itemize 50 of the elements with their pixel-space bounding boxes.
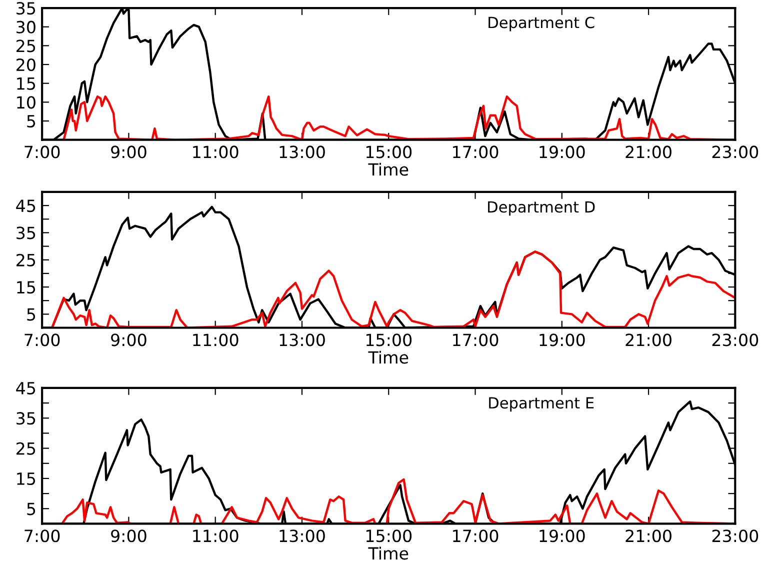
x-tick-label: 11:00 [193, 334, 238, 346]
y-tick-label: 25 [16, 40, 36, 52]
y-tick-label: 5 [27, 308, 36, 321]
x-tick-label: 23:00 [712, 334, 758, 346]
x-axis-title: Time [368, 546, 408, 560]
x-tick-label: 21:00 [626, 334, 672, 346]
x-tick-label: 17:00 [453, 334, 498, 346]
x-tick-label: 13:00 [280, 334, 325, 346]
x-tick-label: 11:00 [193, 146, 238, 158]
x-tick-label: 13:00 [280, 530, 325, 542]
x-tick-label: 21:00 [626, 530, 672, 542]
y-tick-label: 35 [16, 412, 36, 425]
y-tick-label: 5 [27, 502, 36, 516]
y-tick-label: 5 [27, 115, 36, 128]
text: Department C [488, 16, 594, 32]
y-tick-label: 25 [16, 442, 36, 455]
x-tick-label: 21:00 [626, 146, 672, 158]
x-tick-label: 23:00 [712, 146, 758, 158]
x-axis-title: Time [368, 162, 408, 176]
y-tick-label: 20 [16, 58, 36, 72]
x-tick-label: 19:00 [540, 334, 585, 346]
y-tick-label: 30 [16, 20, 36, 34]
x-tick-label: 7:00 [24, 146, 60, 158]
x-tick-label: 15:00 [366, 334, 412, 346]
text: Department D [488, 201, 595, 216]
x-tick-label: 15:00 [366, 530, 412, 542]
x-tick-label: 11:00 [193, 530, 238, 542]
x-axis-title: Time [368, 350, 408, 364]
x-tick-label: 7:00 [24, 530, 60, 542]
x-tick-label: 7:00 [24, 334, 60, 346]
x-tick-label: 17:00 [453, 146, 498, 158]
y-tick-label: 15 [17, 78, 36, 90]
x-tick-label: 9:00 [111, 146, 146, 158]
y-tick-label: 45 [16, 200, 36, 212]
x-tick-label: 13:00 [280, 146, 325, 158]
y-tick-label: 45 [16, 382, 36, 394]
x-tick-label: 23:00 [712, 530, 758, 542]
x-tick-label: 19:00 [540, 146, 585, 158]
x-tick-label: 15:00 [366, 146, 412, 158]
y-tick-label: 25 [16, 254, 36, 266]
y-tick-label: 10 [17, 96, 36, 109]
text: Department E [489, 397, 594, 412]
y-tick-label: 35 [16, 2, 36, 15]
x-tick-label: 9:00 [111, 334, 146, 346]
y-tick-label: 15 [17, 281, 36, 294]
x-tick-label: 17:00 [453, 530, 498, 542]
x-tick-label: 19:00 [540, 530, 585, 542]
y-tick-label: 35 [16, 226, 36, 240]
x-tick-label: 9:00 [111, 530, 146, 542]
y-tick-label: 15 [17, 472, 36, 486]
